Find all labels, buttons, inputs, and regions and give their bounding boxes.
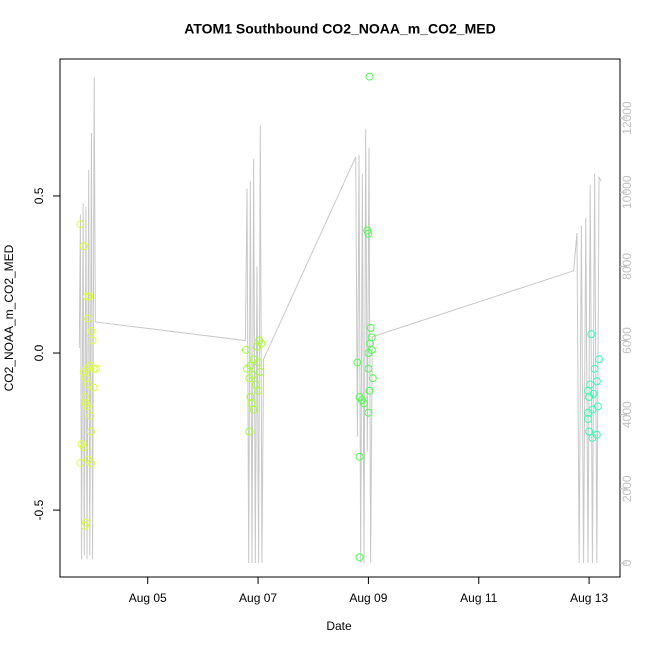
point <box>241 345 250 354</box>
point <box>585 427 594 436</box>
point <box>595 355 604 364</box>
y2-tick-label: 10000 <box>620 175 634 209</box>
point <box>89 383 98 392</box>
point <box>83 402 92 411</box>
point <box>365 72 374 81</box>
point <box>76 458 85 467</box>
x-axis-label: Date <box>326 619 352 633</box>
y2-tick-label: 0 <box>620 559 634 566</box>
point <box>86 427 95 436</box>
y-tick-label: 0.0 <box>32 344 46 361</box>
point <box>79 443 88 452</box>
point <box>590 364 599 373</box>
x-tick-label: Aug 13 <box>570 591 608 605</box>
y2-tick-label: 4000 <box>620 401 634 428</box>
plot-frame <box>59 58 621 578</box>
y-tick-label: -0.5 <box>32 499 46 520</box>
point <box>584 408 592 417</box>
point <box>76 220 85 229</box>
point <box>587 330 596 339</box>
point <box>364 349 373 358</box>
point <box>86 411 95 420</box>
point <box>86 458 95 467</box>
point <box>246 393 255 402</box>
point <box>366 323 375 332</box>
point <box>364 408 373 417</box>
point <box>585 393 594 402</box>
point <box>243 364 252 373</box>
point <box>252 342 261 351</box>
point <box>364 364 373 373</box>
point <box>364 229 373 238</box>
chart-title: ATOM1 Southbound CO2_NOAA_m_CO2_MED <box>184 21 495 37</box>
point <box>245 374 254 383</box>
y2-tick-label: 6000 <box>620 327 634 354</box>
point <box>368 374 377 383</box>
point <box>80 393 89 402</box>
point <box>365 386 374 395</box>
point <box>360 399 368 408</box>
x-tick-label: Aug 05 <box>129 591 167 605</box>
point <box>256 367 265 376</box>
y2-tick-label: 8000 <box>620 253 634 280</box>
point <box>79 242 88 251</box>
point <box>355 452 364 461</box>
point <box>83 292 92 301</box>
point <box>254 386 263 395</box>
point <box>355 553 364 562</box>
point <box>249 405 258 414</box>
point <box>84 314 93 323</box>
y-tick-label: 0.5 <box>32 187 46 204</box>
point <box>91 364 100 373</box>
point <box>88 336 97 345</box>
y-axis-label: CO2_NOAA_m_CO2_MED <box>2 244 16 391</box>
x-tick-label: Aug 11 <box>460 591 497 605</box>
point <box>85 292 94 301</box>
x-tick-label: Aug 09 <box>349 591 387 605</box>
point <box>584 414 592 423</box>
point <box>353 358 362 367</box>
point <box>588 433 597 442</box>
point <box>80 521 89 530</box>
point <box>254 358 263 367</box>
x-tick-label: Aug 07 <box>239 591 277 605</box>
y2-tick-label: 2000 <box>620 475 634 502</box>
point <box>87 327 96 336</box>
point <box>89 364 98 373</box>
altitude-line <box>78 77 602 563</box>
point <box>592 377 601 386</box>
y2-tick-label: 12000 <box>620 101 634 135</box>
point <box>245 427 254 436</box>
